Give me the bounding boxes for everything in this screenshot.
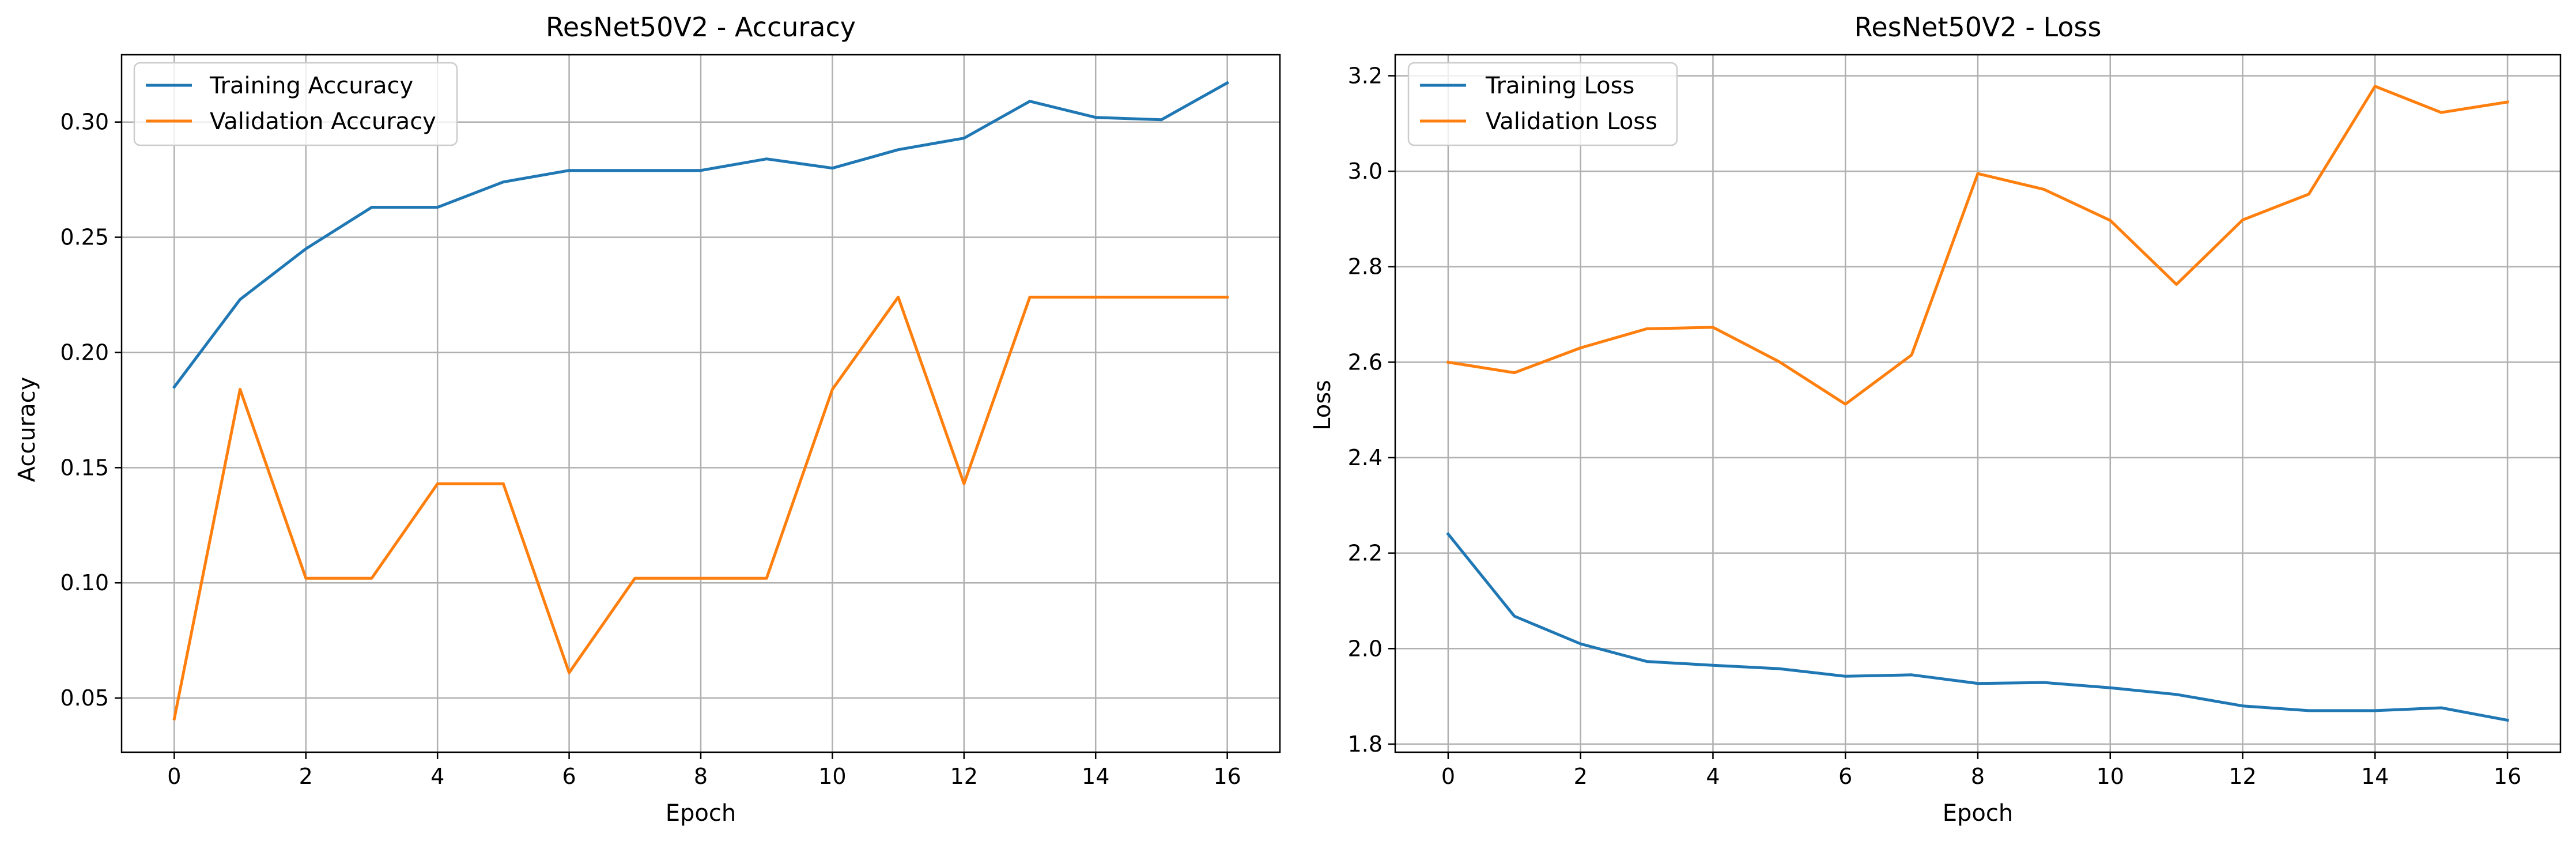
- x-tick-label: 10: [818, 764, 846, 789]
- x-tick-label: 8: [694, 764, 708, 789]
- y-tick-label: 3.2: [1348, 63, 1383, 88]
- series-line-training-accuracy: [172, 81, 1230, 389]
- x-tick-label: 0: [167, 764, 181, 789]
- gridlines: [1395, 55, 2560, 752]
- x-tick-label: 4: [1706, 764, 1720, 789]
- legend-label-validation-loss: Validation Loss: [1486, 108, 1657, 135]
- y-tick-label: 0.15: [60, 455, 109, 480]
- x-tick-label: 2: [1574, 764, 1588, 789]
- y-axis-label: Accuracy: [14, 377, 40, 482]
- x-tick-label: 12: [2228, 764, 2256, 789]
- y-axis-label: Loss: [1309, 380, 1336, 431]
- x-tick-label: 10: [2097, 764, 2124, 789]
- plot-frame: [1394, 54, 2562, 753]
- ticks: 0 2 4 6 8 10 12 14 16 0.05 0.10 0.15 0.20 0.25 0.30: [60, 110, 1241, 789]
- y-tick-label: 2.2: [1348, 541, 1383, 566]
- x-tick-label: 0: [1441, 764, 1455, 789]
- x-tick-label: 6: [1838, 764, 1852, 789]
- accuracy-chart: ResNet50V2 - Accuracy Epoch Accuracy 0 2 4…: [14, 12, 1281, 827]
- y-tick-label: 1.8: [1348, 731, 1383, 757]
- x-tick-label: 16: [1213, 764, 1241, 789]
- legend-label-validation-accuracy: Validation Accuracy: [210, 108, 436, 135]
- legend-box: [1407, 62, 1678, 146]
- y-tick-label: 2.8: [1348, 254, 1383, 280]
- series-line-validation-accuracy: [172, 296, 1229, 720]
- legend-box: [133, 62, 458, 146]
- plot-frame: [120, 54, 1281, 753]
- x-tick-label: 4: [430, 764, 444, 789]
- x-tick-label: 6: [562, 764, 576, 789]
- y-tick-label: 0.20: [60, 339, 109, 365]
- x-tick-label: 8: [1971, 764, 1985, 789]
- loss-chart: ResNet50V2 - Loss Epoch Loss 0 2 4 6 8 10 12 14…: [1309, 12, 2562, 827]
- legend: Training Loss Validation Loss: [1407, 62, 1678, 146]
- y-tick-label: 2.6: [1348, 349, 1383, 375]
- ticks: 0 2 4 6 8 10 12 14 16 1.8 2.0 2.2 2.4 2.6 2.8 3.0 3.2: [1348, 63, 2522, 789]
- y-tick-label: 2.4: [1348, 445, 1383, 470]
- x-tick-label: 2: [299, 764, 313, 789]
- x-tick-label: 14: [1082, 764, 1109, 789]
- y-tick-label: 2.0: [1348, 636, 1383, 661]
- y-tick-label: 0.25: [60, 225, 109, 250]
- x-tick-label: 14: [2361, 764, 2389, 789]
- legend: Training Accuracy Validation Accuracy: [133, 62, 458, 146]
- chart-title: ResNet50V2 - Accuracy: [546, 12, 856, 43]
- x-tick-label: 12: [950, 764, 978, 789]
- y-tick-label: 0.30: [60, 110, 109, 135]
- y-tick-label: 0.10: [60, 570, 109, 595]
- legend-label-training-accuracy: Training Accuracy: [209, 73, 413, 99]
- series-group: [1446, 85, 2510, 722]
- x-tick-label: 16: [2494, 764, 2521, 789]
- y-tick-label: 3.0: [1348, 159, 1383, 184]
- chart-title: ResNet50V2 - Loss: [1854, 12, 2102, 43]
- x-axis-label: Epoch: [666, 800, 736, 827]
- legend-label-training-loss: Training Loss: [1485, 73, 1634, 99]
- x-axis-label: Epoch: [1943, 800, 2013, 827]
- series-line-training-loss: [1446, 531, 2510, 722]
- series-line-validation-loss: [1446, 85, 2509, 406]
- series-group: [172, 81, 1230, 720]
- y-tick-label: 0.05: [60, 685, 109, 711]
